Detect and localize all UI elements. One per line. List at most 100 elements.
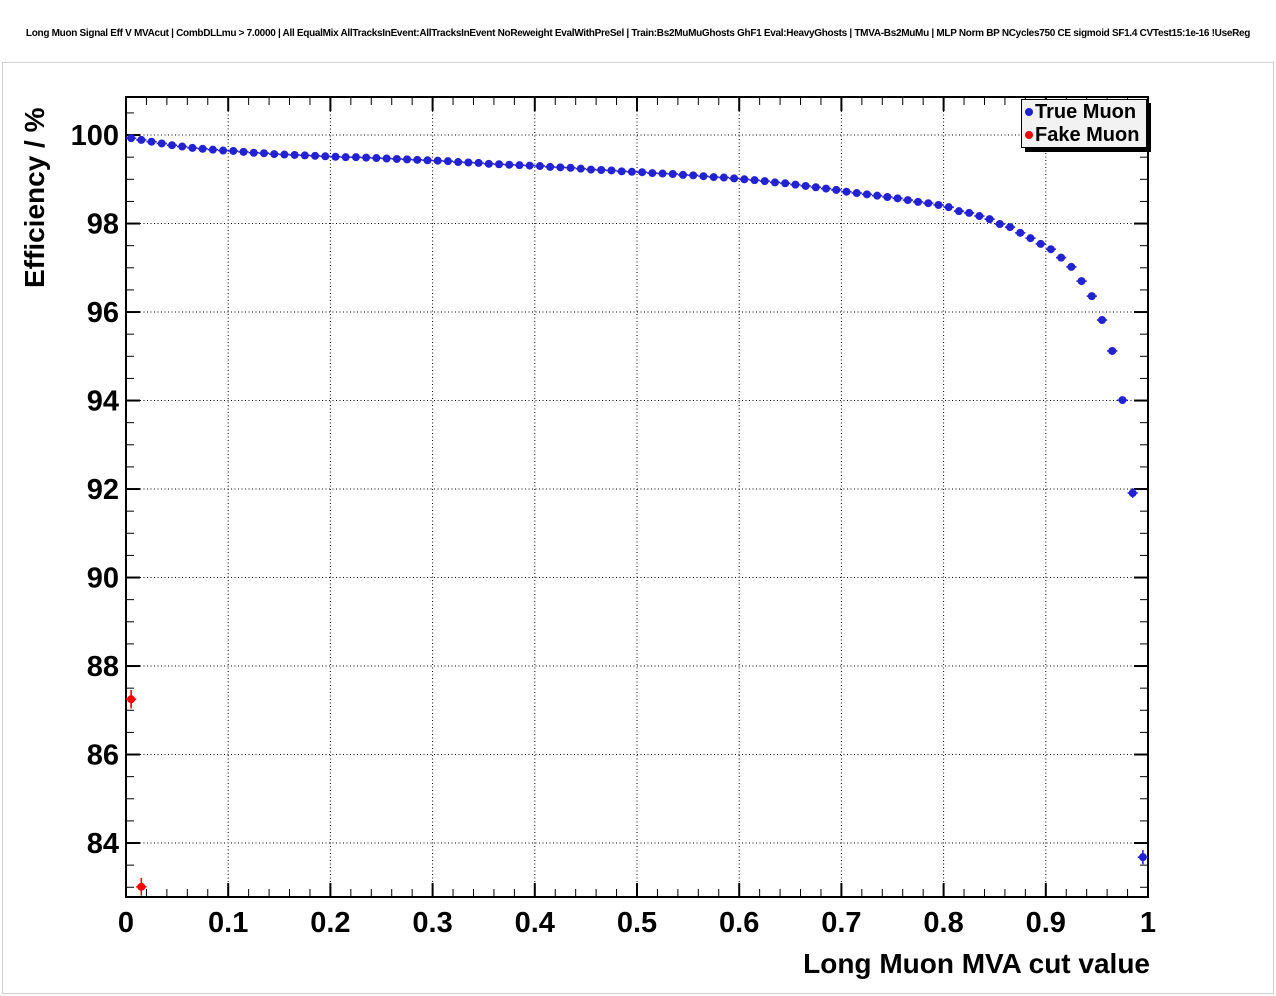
data-point (341, 153, 350, 162)
data-point (1108, 346, 1117, 355)
data-point (127, 134, 136, 143)
data-point (1067, 262, 1076, 271)
data-point (413, 155, 422, 164)
y-tick-label: 92 (87, 474, 119, 506)
y-tick-label: 100 (71, 120, 119, 152)
data-point (1026, 234, 1035, 243)
data-point (147, 137, 156, 146)
data-point (883, 193, 892, 201)
data-point (893, 194, 902, 203)
data-point (607, 166, 616, 175)
data-point (914, 197, 923, 206)
data-point (903, 196, 912, 205)
data-point (668, 169, 677, 178)
data-point (770, 178, 779, 187)
data-point (280, 150, 289, 159)
legend-label: True Muon (1035, 101, 1137, 124)
data-point (372, 154, 381, 163)
data-point (1138, 853, 1147, 862)
grid-layer (126, 97, 1148, 897)
x-tick-label: 0.6 (719, 907, 759, 939)
data-point (699, 172, 708, 181)
y-tick-label: 86 (87, 740, 119, 772)
data-point (403, 155, 412, 164)
data-point (1006, 223, 1015, 232)
data-point (270, 150, 279, 159)
data-point (760, 177, 769, 186)
data-point (1098, 316, 1107, 325)
y-tick-label: 90 (87, 563, 119, 595)
data-point (852, 189, 861, 198)
data-point (443, 157, 452, 166)
data-point (576, 164, 585, 173)
data-point (648, 169, 657, 178)
data-point (822, 184, 831, 193)
data-point (351, 153, 360, 162)
data-point (730, 174, 739, 183)
legend-box: True Muon Fake Muon (1021, 99, 1147, 148)
plot-pad (2, 62, 1274, 994)
data-point (801, 181, 810, 190)
x-tick-label: 0.7 (821, 907, 861, 939)
data-point (382, 154, 391, 163)
data-point (934, 200, 943, 209)
data-point (229, 146, 238, 155)
data-point (566, 163, 575, 172)
data-point (781, 179, 790, 188)
x-tick-label: 0.2 (310, 907, 350, 939)
data-point (944, 203, 953, 212)
data-point (474, 158, 483, 167)
data-point (1057, 253, 1066, 262)
data-point (464, 158, 473, 167)
data-point (995, 219, 1004, 228)
data-point (638, 168, 647, 177)
data-point (188, 143, 197, 152)
data-point (965, 208, 974, 217)
data-point (178, 142, 187, 151)
x-tick-label: 0.3 (412, 907, 452, 939)
data-point (556, 163, 565, 172)
data-point (1087, 292, 1096, 301)
series-true-muon (126, 134, 1148, 865)
data-point (535, 162, 544, 171)
data-point (719, 173, 728, 182)
data-point (811, 183, 820, 192)
tick-labels: 0 0.1 0.2 0.3 0.4 0.5 0.6 0.7 0.8 0.9 1 84 86 88 90 92 9… (71, 120, 1156, 939)
plot-title: Long Muon Signal Eff V MVAcut | CombDLLm… (25, 28, 1251, 39)
legend-entry-true-muon: True Muon (1022, 102, 1146, 123)
data-point (1118, 396, 1127, 405)
data-point (495, 160, 504, 169)
true-muon-marker-icon (1025, 108, 1033, 117)
data-point (1046, 245, 1055, 254)
data-point (1016, 228, 1025, 237)
data-point (239, 147, 248, 156)
data-point (515, 161, 524, 170)
data-point (259, 149, 268, 158)
data-point (689, 171, 698, 180)
data-point (617, 167, 626, 176)
y-tick-label: 98 (87, 209, 119, 241)
data-point (709, 173, 718, 182)
data-point (127, 695, 136, 704)
y-tick-label: 96 (87, 297, 119, 329)
data-point (167, 141, 176, 150)
data-point (975, 212, 984, 221)
data-point (1128, 489, 1137, 498)
x-tick-label: 0.4 (515, 907, 555, 939)
legend-label: Fake Muon (1035, 123, 1140, 146)
data-point (740, 175, 749, 184)
data-point (525, 161, 534, 170)
legend-entry-fake-muon: Fake Muon (1022, 124, 1146, 145)
data-point (157, 139, 166, 148)
data-point (290, 150, 299, 159)
y-tick-label: 84 (87, 828, 119, 860)
data-point (137, 135, 146, 144)
data-point (597, 166, 606, 175)
data-point (362, 153, 371, 162)
x-tick-label: 0.9 (1026, 907, 1066, 939)
data-point (137, 882, 146, 891)
data-point (300, 151, 309, 160)
tick-layer (125, 97, 1149, 897)
